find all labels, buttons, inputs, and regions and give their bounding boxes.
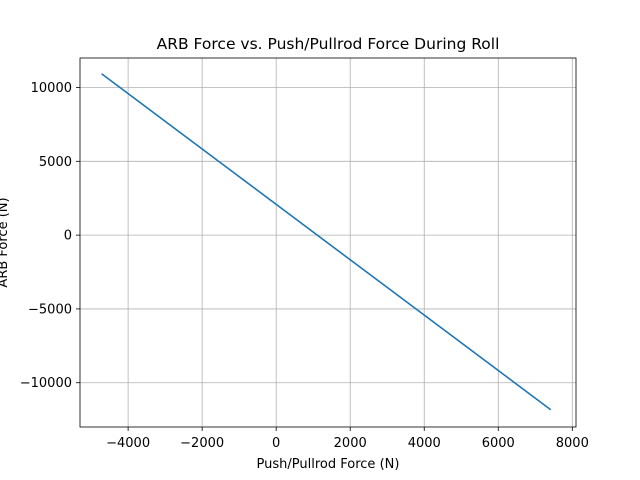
x-tick-label: 4000 xyxy=(408,436,441,451)
plot-area-frame xyxy=(79,57,577,428)
x-tick-label: 2000 xyxy=(334,436,367,451)
series-line xyxy=(101,73,552,411)
y-tick-label: 0 xyxy=(64,229,72,244)
x-axis-ticks: −4000 −2000 0 2000 4000 6000 8000 xyxy=(106,427,589,451)
y-tick-label: −10000 xyxy=(20,376,72,391)
x-tick-label: −4000 xyxy=(106,436,150,451)
x-tick-label: −2000 xyxy=(180,436,224,451)
series-layer xyxy=(101,73,552,411)
grid-lines xyxy=(80,58,576,427)
y-tick-label: −5000 xyxy=(28,302,72,317)
y-axis-ticks: −10000 −5000 0 5000 10000 xyxy=(20,81,80,391)
x-tick-label: 6000 xyxy=(482,436,515,451)
chart-title: ARB Force vs. Push/Pullrod Force During … xyxy=(157,35,500,53)
y-tick-label: 5000 xyxy=(39,155,72,170)
x-tick-label: 0 xyxy=(272,436,280,451)
x-axis-label: Push/Pullrod Force (N) xyxy=(257,457,400,472)
x-tick-label: 8000 xyxy=(556,436,589,451)
y-axis-label: ARB Force (N) xyxy=(0,197,11,287)
y-tick-label: 10000 xyxy=(31,81,72,96)
